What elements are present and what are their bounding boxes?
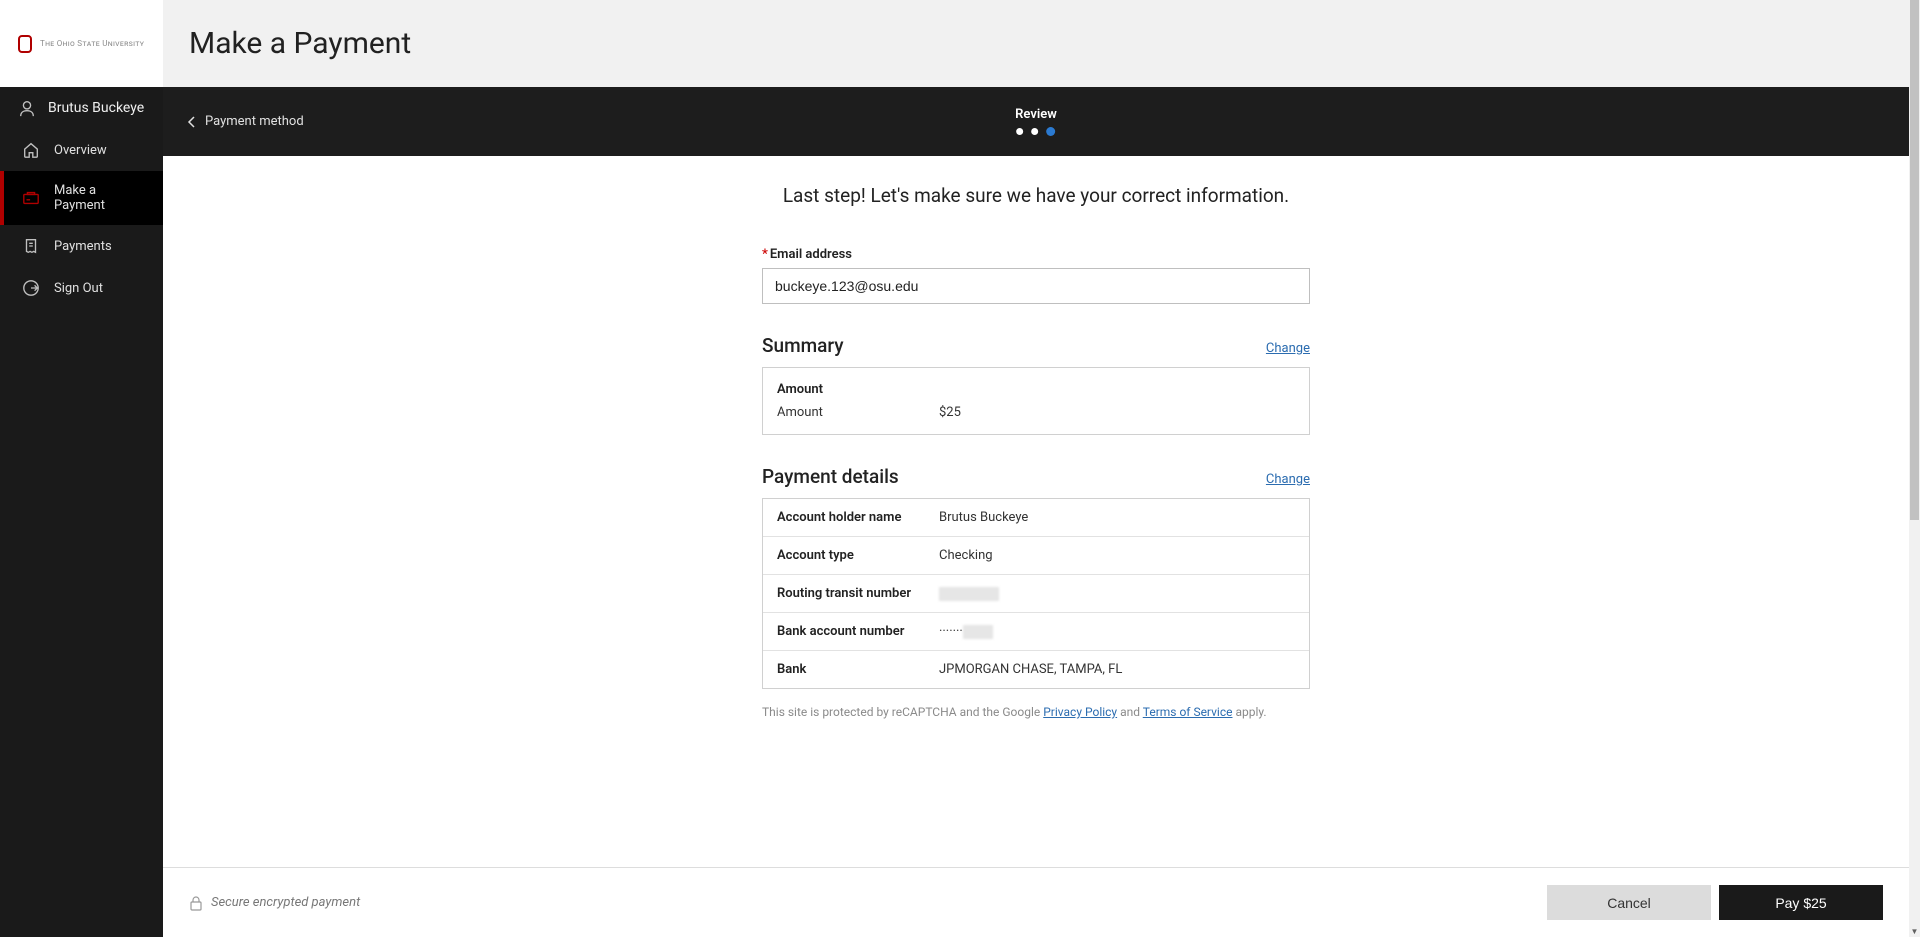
user-icon: [18, 99, 36, 117]
back-link[interactable]: Payment method: [187, 114, 304, 129]
sidebar-item-overview[interactable]: Overview: [0, 129, 163, 171]
summary-heading: Summary: [762, 334, 844, 357]
privacy-policy-link[interactable]: Privacy Policy: [1043, 705, 1117, 719]
details-heading: Payment details: [762, 465, 899, 488]
tos-link[interactable]: Terms of Service: [1143, 705, 1233, 719]
details-change-link[interactable]: Change: [1266, 472, 1310, 487]
details-panel: Account holder name Brutus Buckeye Accou…: [762, 498, 1310, 689]
receipt-icon: [22, 237, 40, 255]
scrollbar-thumb[interactable]: [1910, 0, 1919, 520]
detail-row-account-holder: Account holder name Brutus Buckeye: [763, 499, 1309, 537]
detail-row-bank: Bank JPMORGAN CHASE, TAMPA, FL: [763, 651, 1309, 688]
sidebar-user-name: Brutus Buckeye: [48, 100, 144, 116]
redacted-routing: [939, 587, 999, 601]
main: Make a Payment Payment method Review Las…: [163, 0, 1909, 937]
summary-amount-label: Amount: [777, 405, 939, 420]
payment-icon: [22, 189, 40, 207]
summary-panel: Amount Amount $25: [762, 367, 1310, 435]
signout-icon: [22, 279, 40, 297]
page-title: Make a Payment: [189, 26, 411, 61]
footer: Secure encrypted payment Cancel Pay $25: [163, 867, 1909, 937]
email-label: *Email address: [762, 247, 1310, 262]
detail-row-routing: Routing transit number: [763, 575, 1309, 613]
cancel-button[interactable]: Cancel: [1547, 885, 1711, 920]
email-input[interactable]: [762, 268, 1310, 304]
chevron-left-icon: [187, 115, 197, 129]
sidebar-item-payments[interactable]: Payments: [0, 225, 163, 267]
detail-row-account-number: Bank account number ·······: [763, 613, 1309, 651]
sidebar-item-label: Payments: [54, 239, 112, 254]
sidebar-item-label: Sign Out: [54, 281, 103, 296]
redacted-account-tail: [963, 625, 993, 639]
detail-row-account-type: Account type Checking: [763, 537, 1309, 575]
step-dot-active: [1047, 127, 1056, 136]
recaptcha-note: This site is protected by reCAPTCHA and …: [762, 705, 1310, 719]
logo-area: The Ohio State University: [0, 0, 163, 87]
sidebar-user: Brutus Buckeye: [0, 87, 163, 129]
sidebar-item-label: Overview: [54, 143, 107, 158]
summary-change-link[interactable]: Change: [1266, 341, 1310, 356]
content-area: Last step! Let's make sure we have your …: [163, 156, 1909, 937]
lead-text: Last step! Let's make sure we have your …: [762, 184, 1310, 207]
sidebar-item-signout[interactable]: Sign Out: [0, 267, 163, 309]
step-bar: Payment method Review: [163, 87, 1909, 156]
logo-text: The Ohio State University: [40, 39, 144, 48]
back-link-label: Payment method: [205, 114, 304, 129]
lock-icon: [189, 895, 203, 911]
step-dot: [1017, 128, 1024, 135]
sidebar-item-label: Make a Payment: [54, 183, 147, 213]
sidebar-item-make-payment[interactable]: Make a Payment: [0, 171, 163, 225]
secure-note: Secure encrypted payment: [189, 895, 360, 911]
step-dots: [1015, 128, 1057, 136]
scroll-down-icon[interactable]: ▼: [1909, 926, 1920, 937]
sidebar: The Ohio State University Brutus Buckeye…: [0, 0, 163, 937]
summary-amount-value: $25: [939, 405, 961, 420]
home-icon: [22, 141, 40, 159]
osu-logo-icon: [18, 35, 32, 53]
page-header: Make a Payment: [163, 0, 1909, 87]
scrollbar[interactable]: ▲ ▼: [1909, 0, 1920, 937]
pay-button[interactable]: Pay $25: [1719, 885, 1883, 920]
step-dot: [1032, 128, 1039, 135]
step-title: Review: [1015, 107, 1057, 122]
summary-amount-title: Amount: [777, 382, 1295, 397]
step-indicator: Review: [1015, 107, 1057, 136]
